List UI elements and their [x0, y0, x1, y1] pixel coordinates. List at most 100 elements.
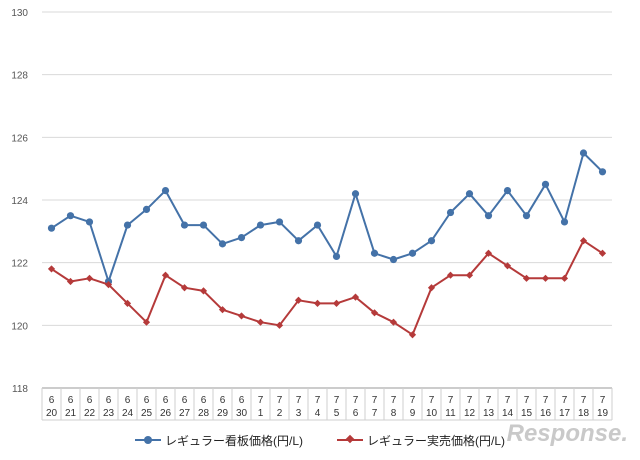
- y-tick-label: 124: [11, 196, 28, 207]
- x-tick-label-day: 24: [122, 408, 134, 419]
- x-tick-label-day: 6: [353, 408, 359, 419]
- x-tick-label-day: 15: [521, 408, 533, 419]
- x-tick-label-month: 6: [182, 395, 188, 406]
- data-point: [484, 212, 493, 220]
- data-point: [123, 299, 132, 307]
- data-point: [389, 255, 398, 264]
- data-point: [237, 234, 246, 242]
- data-point: [161, 187, 170, 195]
- x-tick-label-day: 25: [141, 408, 153, 419]
- x-tick-label-month: 7: [486, 395, 492, 406]
- data-point: [85, 218, 94, 226]
- data-point: [294, 296, 303, 304]
- data-point: [332, 252, 341, 260]
- data-point: [199, 287, 208, 295]
- x-tick-label-month: 6: [239, 395, 245, 406]
- x-tick-label-month: 7: [315, 395, 321, 406]
- x-tick-label-month: 6: [220, 395, 226, 406]
- x-tick-label-day: 12: [464, 408, 476, 419]
- data-point: [579, 237, 588, 245]
- legend-diamond-marker-icon: [337, 435, 363, 445]
- x-tick-label-day: 9: [410, 408, 416, 419]
- y-tick-label: 122: [11, 259, 28, 270]
- series-2: [47, 237, 607, 339]
- data-point: [522, 274, 531, 282]
- x-tick-label-day: 16: [540, 408, 552, 419]
- data-point: [47, 224, 56, 232]
- data-point: [560, 218, 569, 226]
- data-point: [408, 331, 417, 339]
- data-point: [522, 212, 531, 220]
- data-point: [351, 293, 360, 301]
- series-line: [50, 239, 604, 336]
- y-tick-label: 120: [11, 321, 28, 332]
- data-point: [503, 187, 512, 195]
- data-point: [199, 221, 208, 229]
- y-tick-label: 126: [11, 133, 28, 144]
- x-tick-label-month: 7: [467, 395, 473, 406]
- data-point: [313, 299, 322, 307]
- x-tick-label-month: 7: [581, 395, 587, 406]
- data-point: [332, 299, 341, 307]
- data-point: [503, 262, 512, 270]
- x-tick-label-day: 18: [578, 408, 590, 419]
- x-tick-label-day: 23: [103, 408, 115, 419]
- x-tick-label-month: 7: [600, 395, 606, 406]
- data-point: [66, 212, 75, 220]
- data-point: [47, 265, 56, 273]
- data-point: [275, 218, 284, 226]
- legend-label: レギュラー実売価格(円/L): [367, 433, 506, 448]
- x-tick-label-month: 6: [144, 395, 150, 406]
- data-point: [427, 284, 436, 292]
- series-1: [47, 149, 607, 286]
- data-point: [256, 221, 265, 229]
- data-point: [408, 249, 417, 257]
- data-point: [237, 312, 246, 320]
- x-tick-label-day: 10: [426, 408, 438, 419]
- y-tick-label: 128: [11, 71, 28, 82]
- data-point: [142, 205, 151, 213]
- x-tick-label-day: 14: [502, 408, 514, 419]
- data-point: [370, 249, 379, 257]
- y-tick-label: 130: [11, 8, 28, 19]
- data-point: [370, 309, 379, 317]
- x-tick-label-day: 22: [84, 408, 96, 419]
- data-point: [256, 318, 265, 326]
- data-point: [294, 237, 303, 245]
- x-tick-label-month: 7: [277, 395, 283, 406]
- x-tick-label-month: 7: [372, 395, 378, 406]
- x-tick-label-month: 6: [201, 395, 207, 406]
- y-axis: 118 120 122 124 126 128 130: [11, 8, 28, 395]
- data-point: [180, 284, 189, 292]
- x-tick-label-day: 3: [296, 408, 302, 419]
- x-tick-label-month: 7: [429, 395, 435, 406]
- data-point: [180, 221, 189, 229]
- x-tick-label-month: 7: [543, 395, 549, 406]
- x-tick-label-month: 6: [87, 395, 93, 406]
- x-tick-label-day: 8: [391, 408, 397, 419]
- data-point: [446, 208, 455, 217]
- data-point: [218, 240, 227, 248]
- x-tick-label-day: 30: [236, 408, 248, 419]
- x-tick-label-day: 7: [372, 408, 378, 419]
- data-point: [161, 271, 170, 279]
- watermark-logo: Response.: [506, 420, 628, 447]
- x-tick-label-month: 7: [353, 395, 359, 406]
- data-point: [275, 321, 284, 329]
- x-tick-label-day: 26: [160, 408, 172, 419]
- x-tick-label-day: 1: [258, 408, 264, 419]
- legend: レギュラー看板価格(円/L) レギュラー実売価格(円/L): [0, 430, 640, 450]
- data-point: [484, 249, 493, 257]
- data-point: [598, 249, 607, 257]
- x-tick-label-day: 4: [315, 408, 321, 419]
- x-tick-label-month: 7: [258, 395, 264, 406]
- x-tick-label-day: 17: [559, 408, 571, 419]
- x-tick-label-day: 21: [65, 408, 77, 419]
- data-point: [85, 274, 94, 282]
- data-point: [313, 221, 322, 229]
- x-tick-label-month: 6: [68, 395, 74, 406]
- x-tick-label-day: 29: [217, 408, 229, 419]
- x-tick-label-month: 6: [106, 395, 112, 406]
- x-tick-label-month: 7: [334, 395, 340, 406]
- data-point: [351, 190, 360, 198]
